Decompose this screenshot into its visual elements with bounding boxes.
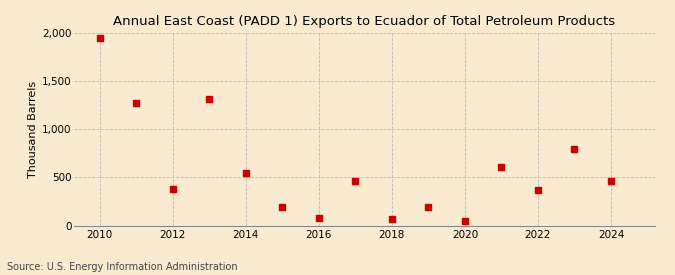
Point xyxy=(313,216,324,220)
Text: Source: U.S. Energy Information Administration: Source: U.S. Energy Information Administ… xyxy=(7,262,238,272)
Point xyxy=(131,101,142,105)
Point xyxy=(277,205,288,210)
Point xyxy=(605,179,616,183)
Y-axis label: Thousand Barrels: Thousand Barrels xyxy=(28,81,38,178)
Point xyxy=(95,35,105,40)
Point xyxy=(460,218,470,223)
Title: Annual East Coast (PADD 1) Exports to Ecuador of Total Petroleum Products: Annual East Coast (PADD 1) Exports to Ec… xyxy=(113,15,616,28)
Point xyxy=(350,179,360,183)
Point xyxy=(423,205,434,209)
Point xyxy=(167,187,178,192)
Point xyxy=(387,217,398,221)
Point xyxy=(240,170,251,175)
Point xyxy=(496,164,507,169)
Point xyxy=(204,97,215,101)
Point xyxy=(533,188,543,192)
Point xyxy=(569,146,580,151)
